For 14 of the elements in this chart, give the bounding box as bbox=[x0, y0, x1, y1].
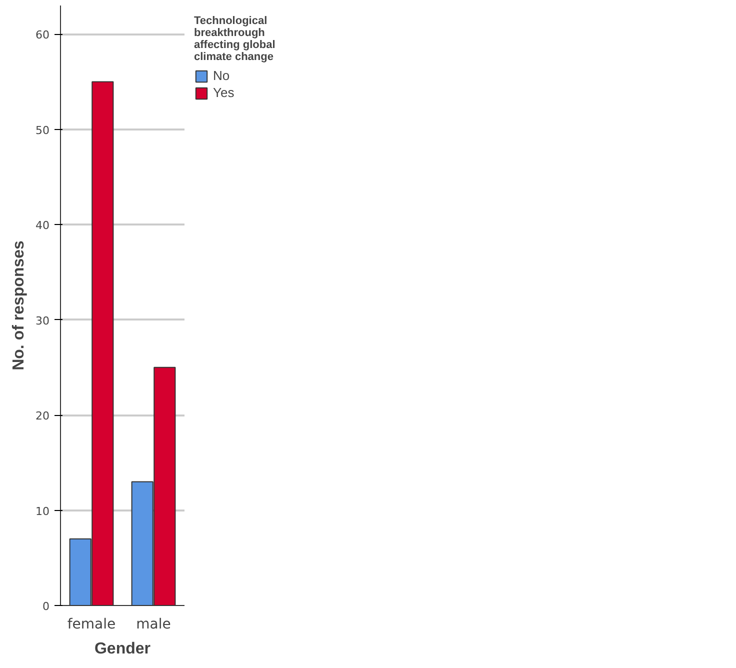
legend-title: Technological breakthrough affecting global climate change bbox=[194, 15, 276, 63]
y-tick-label: 40 bbox=[36, 219, 50, 232]
y-axis-title: No. of responses bbox=[10, 240, 28, 370]
y-tick-label: 20 bbox=[36, 410, 50, 423]
y-tick-label: 0 bbox=[42, 600, 50, 613]
x-axis-title: Gender bbox=[94, 640, 151, 658]
x-tick-label: male bbox=[136, 616, 171, 632]
legend-label: No bbox=[213, 68, 231, 83]
legend-label: Yes bbox=[213, 85, 234, 100]
y-tick-label: 50 bbox=[36, 124, 50, 137]
y-tick-label: 30 bbox=[36, 314, 50, 328]
y-tick-label: 10 bbox=[36, 504, 50, 518]
y-tick-label: 60 bbox=[36, 28, 50, 42]
x-tick-label: female bbox=[67, 616, 116, 632]
